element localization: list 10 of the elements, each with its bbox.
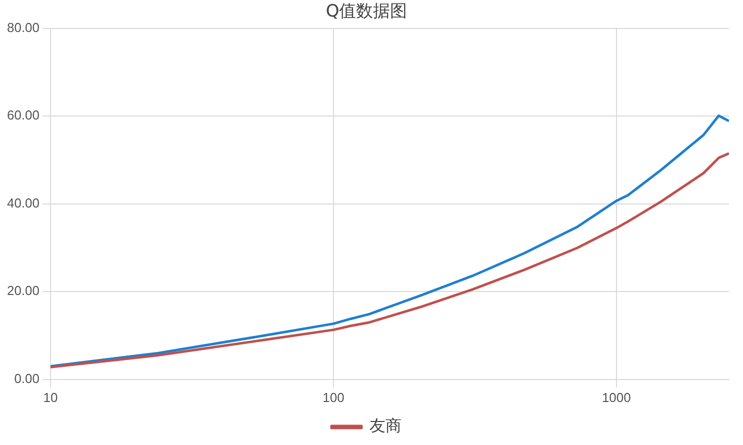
y-tick-label: 40.00 [6,195,40,210]
legend-label: 友商 [370,416,402,436]
chart-title: Q值数据图 [326,2,408,22]
y-tick-label: 60.00 [6,108,40,123]
x-tick-label: 100 [322,390,344,405]
y-tick-label: 0.00 [14,370,40,386]
x-tick-label: 10 [43,390,58,405]
y-tick-label: 20.00 [6,283,40,298]
x-tick-label: 1000 [602,390,631,405]
y-tick-label: 80.00 [6,20,40,35]
